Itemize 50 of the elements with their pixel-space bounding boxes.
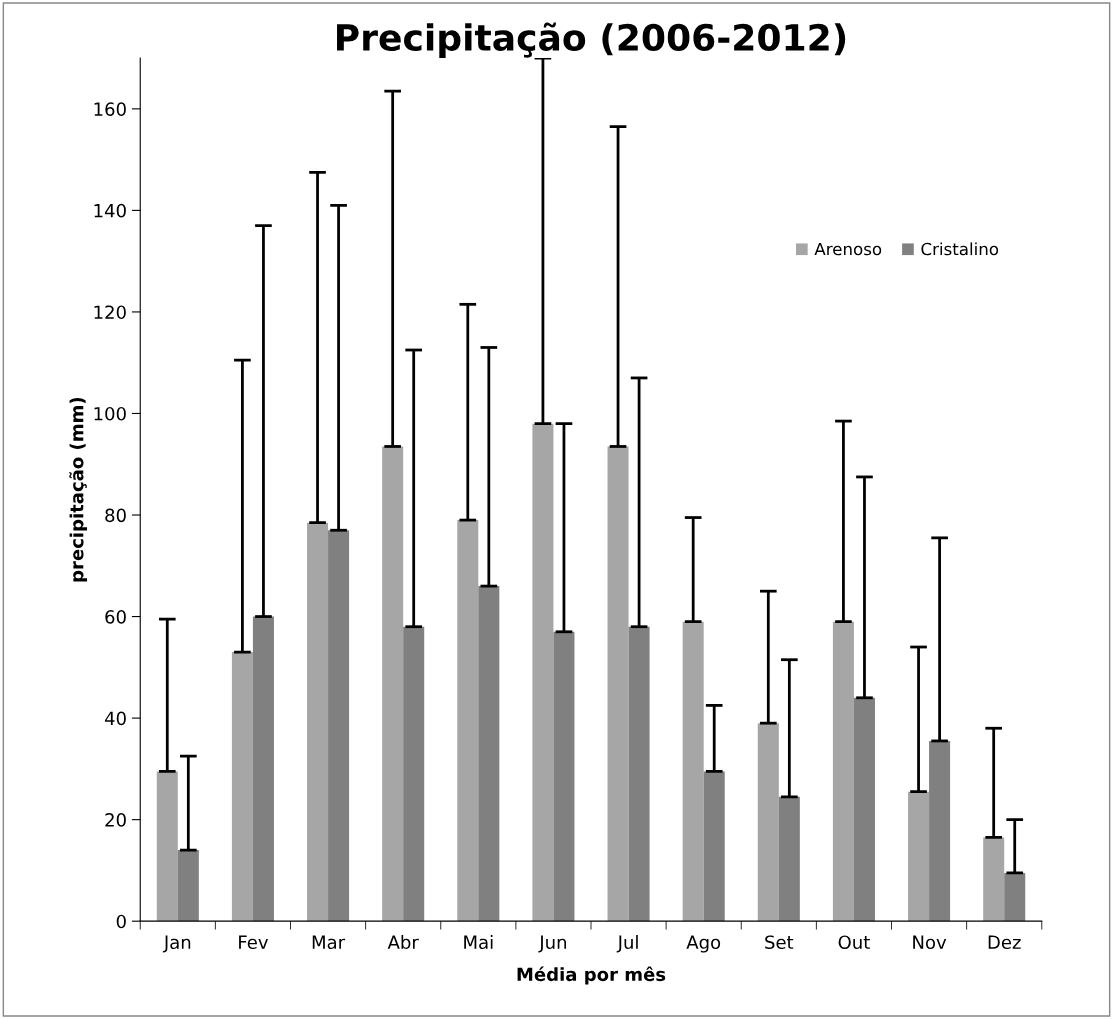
bar — [908, 791, 930, 922]
bar — [682, 621, 704, 922]
bar — [177, 850, 199, 922]
bar — [607, 446, 629, 922]
bar — [328, 530, 350, 922]
bar — [778, 796, 800, 922]
x-tick-label: Ago — [686, 935, 721, 953]
y-tick-label: 0 — [116, 914, 126, 929]
y-tick-label: 40 — [104, 711, 126, 726]
y-tick-label: 100 — [94, 406, 126, 421]
x-tick-label: Fev — [239, 935, 268, 950]
y-tick-label: 160 — [94, 102, 126, 116]
bar — [703, 771, 725, 922]
x-tick-label: Mar — [312, 935, 346, 950]
x-tick-label: Jul — [616, 935, 638, 953]
x-tick-label: Jun — [538, 935, 567, 953]
bar — [457, 520, 479, 922]
bar — [983, 837, 1005, 922]
bar — [757, 723, 779, 922]
y-tick-label: 80 — [105, 508, 126, 523]
y-tick-label: 120 — [94, 305, 126, 320]
bar — [252, 616, 274, 922]
x-tick-label: Abr — [387, 935, 419, 950]
bar — [403, 626, 425, 922]
bar — [156, 771, 178, 922]
bar — [1004, 872, 1026, 922]
x-axis-title: Média por mês — [517, 966, 666, 985]
x-tick-label: Dez — [988, 935, 1021, 950]
legend-label: Cristalino — [921, 242, 999, 256]
bar — [307, 522, 329, 922]
x-tick-label: Nov — [913, 935, 947, 950]
bar — [231, 652, 253, 922]
bar — [478, 586, 500, 922]
bar — [382, 446, 404, 922]
x-tick-label: Out — [838, 935, 870, 950]
legend-label: Arenoso — [814, 242, 882, 256]
bar — [532, 423, 554, 922]
y-axis-title: precipitação (mm) — [69, 397, 88, 582]
y-tick-label: 60 — [105, 610, 126, 624]
chart-title: Precipitação (2006-2012) — [337, 22, 846, 59]
y-tick-label: 20 — [105, 813, 126, 827]
x-tick-label: Set — [765, 935, 794, 950]
bar — [553, 631, 575, 922]
x-tick-label: Jan — [162, 935, 191, 953]
y-tick-label: 140 — [94, 203, 126, 218]
bar — [832, 621, 854, 922]
bar — [853, 697, 875, 922]
x-tick-label: Mai — [464, 935, 493, 950]
bar — [929, 740, 951, 922]
bar — [628, 626, 650, 922]
